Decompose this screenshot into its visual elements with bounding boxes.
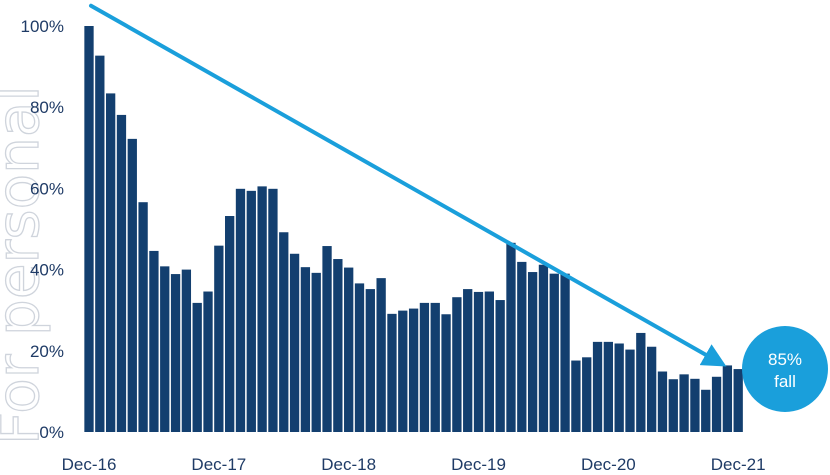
bar xyxy=(333,259,343,432)
bar xyxy=(160,266,170,432)
bar xyxy=(484,291,494,432)
bar xyxy=(441,314,451,432)
bar xyxy=(105,93,116,433)
bar xyxy=(473,291,484,432)
x-tick-label: Dec-18 xyxy=(321,455,376,474)
y-tick-label: 100% xyxy=(21,17,64,36)
bar xyxy=(127,138,137,432)
bar xyxy=(376,278,386,432)
bar xyxy=(495,300,505,432)
bar xyxy=(538,264,549,432)
bar xyxy=(365,289,375,432)
fall-badge: 85% fall xyxy=(742,326,828,412)
x-tick-label: Dec-21 xyxy=(711,455,766,474)
bar xyxy=(116,114,127,432)
bar xyxy=(614,343,624,432)
bar xyxy=(549,273,559,432)
bar xyxy=(646,346,657,432)
fall-badge-label: fall xyxy=(774,372,796,391)
bar xyxy=(181,269,192,432)
bar xyxy=(311,272,321,432)
bar xyxy=(149,250,159,432)
bar xyxy=(257,186,267,432)
y-tick-label: 0% xyxy=(39,423,64,442)
bar xyxy=(722,365,733,432)
bar xyxy=(668,379,678,432)
bar xyxy=(268,188,278,432)
bar xyxy=(657,371,668,432)
bar-series xyxy=(84,26,743,433)
bar xyxy=(84,26,94,432)
bar xyxy=(506,242,516,432)
bar xyxy=(711,376,722,432)
bar xyxy=(279,232,289,432)
bar xyxy=(235,188,246,432)
bar xyxy=(690,378,700,432)
bar xyxy=(582,357,592,432)
bar xyxy=(733,369,743,432)
watermark-text: For personal xyxy=(0,85,52,445)
bar xyxy=(701,389,711,432)
bar xyxy=(527,272,538,432)
bar xyxy=(289,253,300,432)
bar xyxy=(192,302,202,432)
y-tick-label: 60% xyxy=(30,179,64,198)
bar xyxy=(636,332,646,432)
bar xyxy=(430,302,440,432)
bar xyxy=(300,267,311,432)
bar xyxy=(344,267,354,432)
bar xyxy=(225,216,235,432)
bar xyxy=(95,55,105,432)
x-tick-label: Dec-17 xyxy=(191,455,246,474)
bar xyxy=(452,297,462,432)
bar xyxy=(170,274,181,432)
bar xyxy=(354,283,365,432)
bar xyxy=(214,245,224,432)
bar xyxy=(571,360,581,432)
bar xyxy=(679,374,689,432)
y-tick-label: 40% xyxy=(30,261,64,280)
bar xyxy=(203,291,213,432)
y-axis: 0% 20% 40% 60% 80% 100% xyxy=(21,17,64,442)
bar xyxy=(592,341,603,432)
trend-arrow xyxy=(89,3,727,367)
y-tick-label: 20% xyxy=(30,342,64,361)
fall-badge-circle xyxy=(742,326,828,412)
bar xyxy=(408,308,419,432)
bar xyxy=(463,289,473,432)
bar xyxy=(398,310,408,432)
bar xyxy=(138,202,148,432)
watermark: For personal xyxy=(0,85,53,446)
bar xyxy=(560,273,570,432)
bar xyxy=(625,349,635,432)
bar xyxy=(517,261,527,432)
x-tick-label: Dec-16 xyxy=(62,455,117,474)
bar xyxy=(387,313,397,432)
y-tick-label: 80% xyxy=(30,98,64,117)
bar xyxy=(603,341,614,432)
fall-badge-value: 85% xyxy=(768,350,802,369)
bar xyxy=(419,302,430,432)
bar xyxy=(246,190,256,432)
x-tick-label: Dec-19 xyxy=(451,455,506,474)
x-axis: Dec-16 Dec-17 Dec-18 Dec-19 Dec-20 Dec-21 xyxy=(62,455,766,474)
x-tick-label: Dec-20 xyxy=(581,455,636,474)
bar xyxy=(322,246,332,432)
